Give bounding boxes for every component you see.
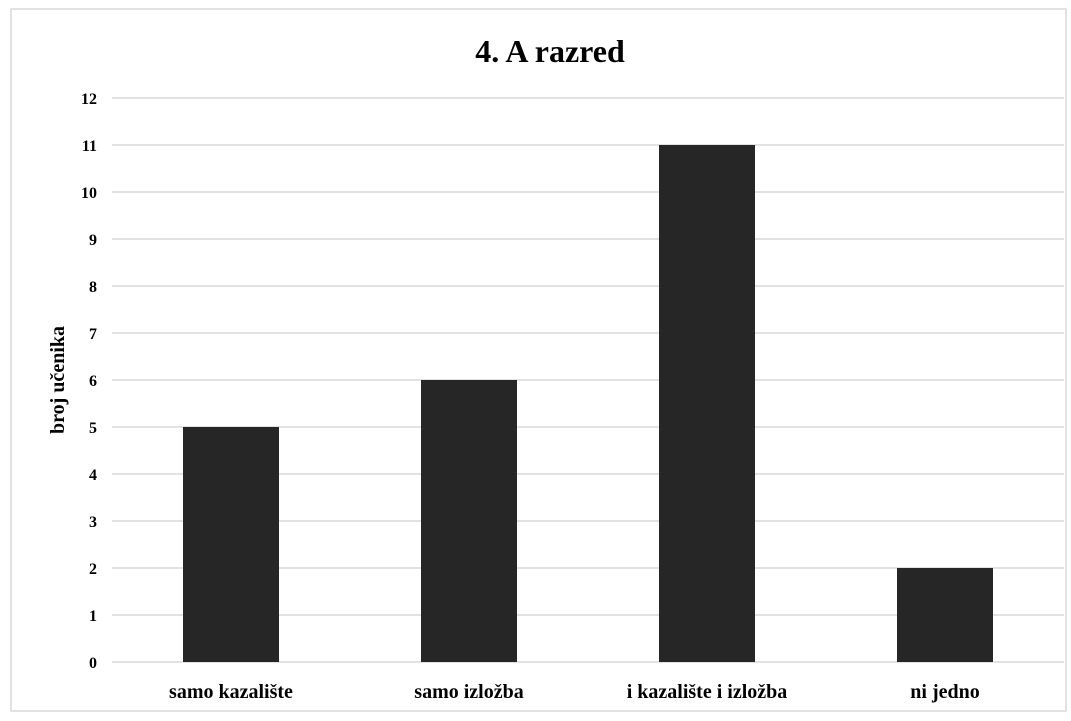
y-tick-label: 2 bbox=[89, 561, 97, 578]
y-tick-label: 4 bbox=[89, 467, 97, 484]
y-tick-label: 9 bbox=[89, 232, 97, 249]
y-tick-label: 10 bbox=[81, 185, 97, 202]
bar bbox=[659, 145, 755, 662]
bar bbox=[897, 568, 993, 662]
chart-title: 4. A razred bbox=[475, 33, 625, 69]
x-tick-label: ni jedno bbox=[910, 681, 979, 703]
y-tick-label: 12 bbox=[81, 91, 97, 108]
y-tick-label: 6 bbox=[89, 373, 97, 390]
y-tick-label: 5 bbox=[89, 420, 97, 437]
bar bbox=[183, 427, 279, 662]
x-tick-label: samo kazalište bbox=[169, 681, 293, 703]
y-tick-label: 7 bbox=[89, 326, 97, 343]
x-tick-labels: samo kazalište samo izložba i kazalište i … bbox=[169, 681, 980, 703]
y-tick-label: 0 bbox=[89, 655, 97, 672]
bar bbox=[421, 380, 517, 662]
y-tick-label: 3 bbox=[89, 514, 97, 531]
y-tick-label: 8 bbox=[89, 279, 97, 296]
y-tick-label: 1 bbox=[89, 608, 97, 625]
y-axis-title: broj učenika bbox=[47, 326, 69, 434]
x-tick-label: i kazalište i izložba bbox=[627, 681, 788, 703]
bars bbox=[183, 145, 993, 662]
y-tick-label: 11 bbox=[82, 138, 97, 155]
x-tick-label: samo izložba bbox=[414, 681, 523, 703]
